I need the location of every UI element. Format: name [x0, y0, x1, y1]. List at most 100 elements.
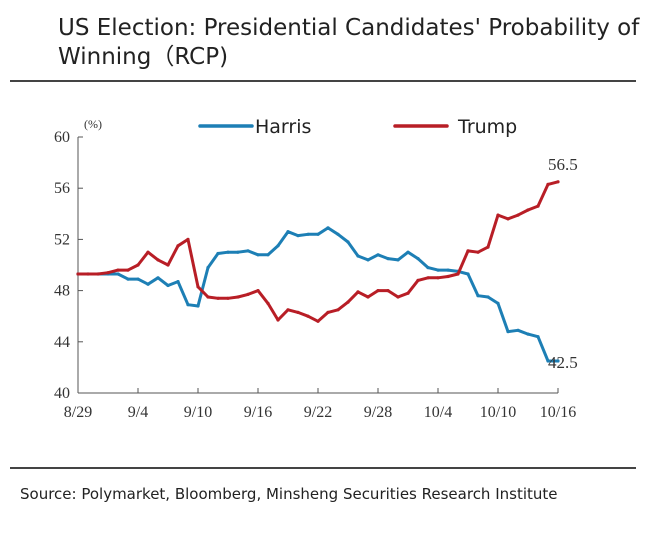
data-point-trump [476, 250, 480, 254]
legend-label-trump: Trump [457, 116, 517, 138]
x-tick-label: 10/10 [480, 404, 516, 421]
data-point-harris [536, 335, 540, 339]
data-point-harris [506, 330, 510, 334]
data-point-trump [556, 180, 560, 184]
x-tick-label: 9/10 [184, 404, 212, 421]
data-point-trump [246, 292, 250, 296]
data-point-trump [106, 271, 110, 275]
data-point-trump [176, 244, 180, 248]
data-point-harris [416, 257, 420, 261]
data-point-trump [316, 319, 320, 323]
data-point-trump [546, 182, 550, 186]
data-point-harris [346, 240, 350, 244]
data-point-trump [456, 272, 460, 276]
data-point-harris [496, 301, 500, 305]
data-point-trump [156, 258, 160, 262]
data-point-trump [466, 249, 470, 253]
data-point-harris [286, 230, 290, 234]
data-point-harris [166, 283, 170, 288]
data-point-harris [386, 257, 390, 261]
x-tick-label: 9/28 [364, 404, 392, 421]
x-tick-label: 10/4 [424, 404, 452, 421]
y-tick-label: 44 [54, 334, 70, 351]
data-point-harris [146, 282, 150, 286]
chart-canvas: 60 56 52 48 44 40 (%) 8/29 9/4 9/10 9/16 9/22 9/28 10… [54, 116, 578, 421]
x-tick-label: 9/16 [244, 404, 272, 421]
y-tick-label: 40 [54, 385, 70, 402]
data-point-trump [346, 300, 350, 304]
source-note: Source: Polymarket, Bloomberg, Minsheng … [20, 485, 558, 503]
data-point-trump [296, 310, 300, 314]
data-point-harris [136, 277, 140, 281]
data-point-harris [266, 253, 270, 257]
y-tick-label: 60 [54, 129, 70, 146]
data-point-trump [126, 268, 130, 272]
data-point-harris [446, 268, 450, 272]
data-point-trump [446, 274, 450, 279]
data-point-trump [216, 296, 220, 300]
data-point-trump [436, 276, 440, 280]
data-point-harris [486, 295, 490, 299]
data-point-trump [426, 276, 430, 280]
data-point-harris [176, 280, 180, 284]
data-point-trump [266, 301, 270, 305]
data-point-trump [366, 295, 370, 299]
data-point-harris [406, 250, 410, 254]
data-point-harris [436, 268, 440, 272]
data-point-trump [336, 308, 340, 312]
data-point-trump [516, 213, 520, 217]
data-point-trump [356, 290, 360, 294]
data-point-trump [136, 263, 140, 267]
x-tick-label: 9/4 [128, 404, 148, 421]
y-tick-label: 52 [54, 231, 70, 248]
data-point-harris [276, 244, 280, 248]
data-point-harris [306, 232, 310, 236]
end-label-trump: 56.5 [548, 155, 578, 174]
data-point-trump [396, 295, 400, 299]
data-point-trump [536, 204, 540, 208]
end-label-harris: 42.5 [548, 353, 578, 372]
data-point-harris [116, 272, 120, 276]
top-divider [10, 80, 636, 82]
data-point-trump [226, 296, 230, 300]
x-tick-label: 10/16 [540, 404, 576, 421]
data-point-harris [526, 332, 530, 336]
data-point-harris [356, 254, 360, 258]
data-point-trump [256, 289, 260, 293]
data-point-trump [276, 318, 280, 322]
y-axis-unit: (%) [84, 117, 102, 131]
bottom-divider [10, 467, 636, 469]
data-point-harris [556, 359, 560, 363]
line-chart: 60 56 52 48 44 40 (%) 8/29 9/4 9/10 9/16 9/22 9/28 10… [0, 84, 663, 464]
chart-title: US Election: Presidential Candidates' Pr… [58, 15, 640, 70]
data-point-harris [126, 277, 130, 281]
data-point-harris [336, 232, 340, 236]
data-point-harris [326, 226, 330, 230]
data-point-trump [236, 295, 240, 299]
data-point-trump [86, 272, 90, 276]
data-point-trump [166, 263, 170, 267]
data-point-trump [146, 250, 150, 254]
data-point-harris [396, 258, 400, 262]
data-point-trump [326, 310, 330, 314]
data-point-harris [516, 328, 520, 332]
data-point-trump [286, 308, 290, 312]
data-point-trump [116, 268, 120, 272]
legend-label-harris: Harris [255, 116, 311, 138]
y-tick-label: 48 [54, 283, 70, 300]
data-point-harris [426, 266, 430, 270]
data-point-trump [526, 208, 530, 212]
data-point-trump [386, 289, 390, 293]
data-point-harris [466, 272, 470, 276]
x-tick-label: 9/22 [304, 404, 332, 421]
data-point-trump [76, 272, 80, 276]
data-point-trump [196, 285, 200, 289]
data-point-harris [236, 250, 240, 254]
data-point-trump [496, 213, 500, 217]
data-point-harris [186, 303, 190, 307]
data-point-trump [486, 245, 490, 249]
data-point-harris [226, 250, 230, 254]
data-point-harris [316, 232, 320, 236]
data-point-harris [206, 266, 210, 270]
data-point-trump [376, 289, 380, 293]
